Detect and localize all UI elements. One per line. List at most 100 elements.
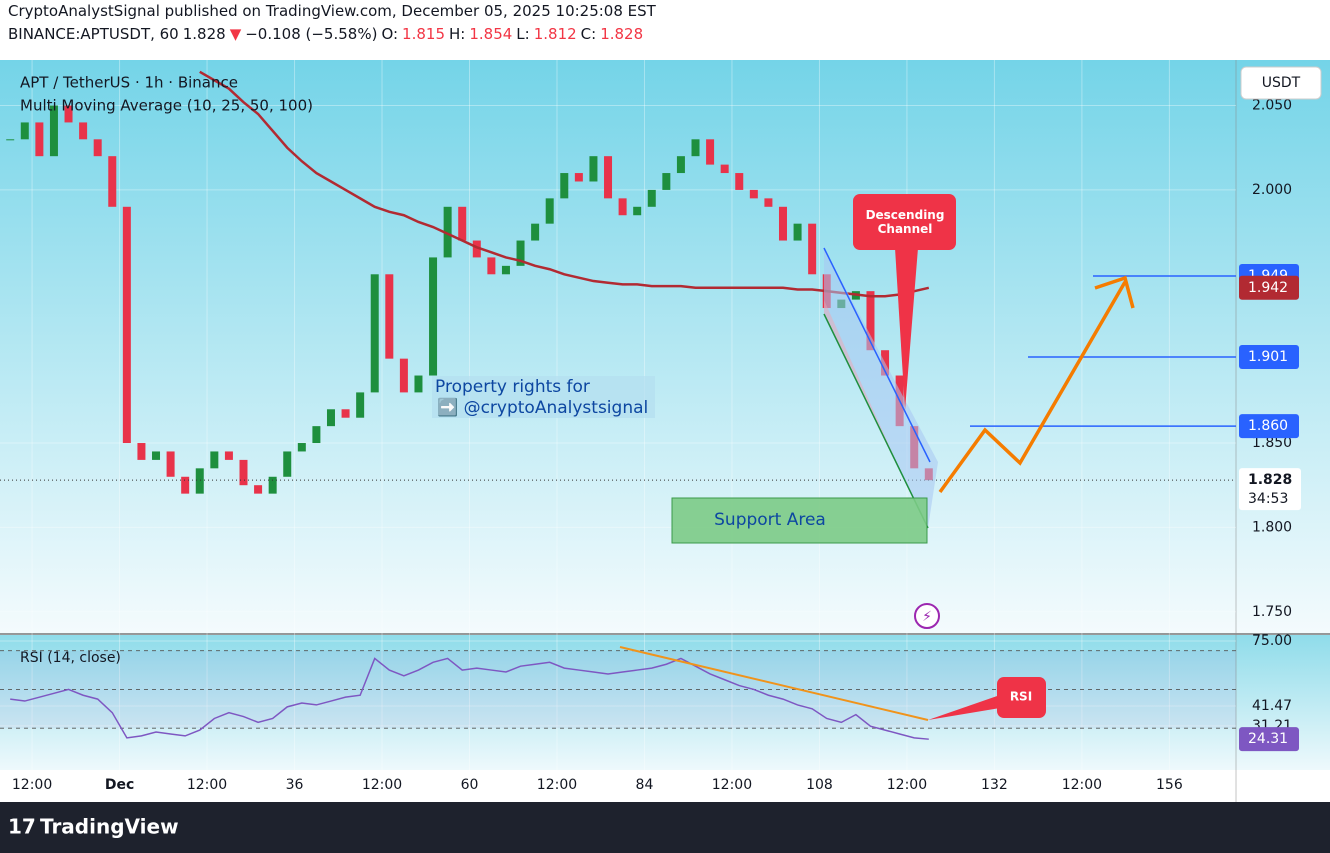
candle	[735, 173, 744, 190]
x-tick-label: 60	[461, 777, 479, 793]
rsi-title: RSI (14, close)	[20, 650, 121, 666]
quote-part: BINANCE:APTUSDT, 60	[8, 25, 179, 43]
projection-arrow	[938, 281, 1127, 494]
candle	[210, 451, 219, 469]
y-tick-label: 1.750	[1252, 604, 1292, 620]
price-tag-label: 1.828	[1248, 472, 1292, 488]
candle	[297, 443, 306, 452]
candle	[472, 240, 481, 258]
quote-part: 1.828	[182, 25, 226, 43]
indicator-title: Multi Moving Average (10, 25, 50, 100)	[20, 97, 313, 115]
watermark-box	[432, 376, 655, 418]
x-tick-label: 12:00	[1062, 777, 1102, 793]
brand: TradingView	[40, 815, 179, 839]
candle	[356, 392, 365, 418]
rsi-line	[10, 657, 929, 740]
candle	[749, 189, 758, 199]
candle	[545, 198, 554, 224]
price-tag	[1239, 344, 1299, 369]
time-axis	[0, 770, 1330, 802]
candle	[239, 459, 248, 486]
countdown: 34:53	[1248, 491, 1288, 507]
quote-line: BINANCE:APTUSDT, 60 1.828 ▼ −0.108 (−5.58%)…	[0, 23, 1330, 46]
candle	[574, 173, 583, 182]
callout-text: RSI	[1010, 690, 1032, 704]
candle	[764, 198, 773, 207]
y-tick-label: 1.850	[1252, 435, 1292, 451]
candle	[706, 139, 715, 165]
candle	[254, 485, 263, 494]
currency-button[interactable]	[1240, 66, 1322, 100]
candle	[589, 156, 598, 182]
candle	[35, 122, 44, 157]
x-tick-label: Dec	[105, 777, 134, 793]
plot: 12:00 Dec 12:00 36 12:00 60 12:00 84 12:00 108 12:…	[0, 60, 1301, 793]
rsi-tag	[1239, 727, 1299, 752]
candle	[676, 156, 685, 174]
candle	[181, 476, 190, 494]
y-tick-label: 41.47	[1252, 698, 1292, 714]
quote-part: H:	[449, 25, 466, 43]
quote-part: −0.108 (−5.58%)	[245, 25, 378, 43]
candle	[137, 443, 146, 460]
candle	[720, 164, 729, 174]
channel-line	[823, 313, 929, 529]
y-tick-label: 1.800	[1252, 519, 1292, 535]
candle	[429, 257, 438, 376]
price-pane	[0, 60, 1330, 634]
event-icon-glyph[interactable]: ⚡	[922, 609, 932, 625]
candle	[108, 156, 117, 207]
y-tick-label: 2.050	[1252, 98, 1292, 114]
quote-part: ▼	[229, 25, 242, 43]
candle	[458, 206, 467, 241]
candle	[195, 468, 204, 494]
x-tick-label: 12:00	[362, 777, 402, 793]
candle	[6, 139, 15, 141]
candle	[808, 223, 817, 275]
y-tick-label: 75.00	[1252, 633, 1292, 649]
candle	[691, 139, 700, 157]
candle	[370, 274, 379, 393]
brand-logo: 17	[8, 815, 36, 839]
footer	[0, 802, 1330, 853]
candle	[531, 223, 540, 241]
candle	[560, 173, 569, 199]
symbol-title: APT / TetherUS · 1h · Binance	[20, 74, 238, 92]
event-icon[interactable]	[914, 603, 940, 629]
candle	[152, 451, 161, 460]
candle	[93, 139, 102, 157]
x-tick-label: 12:00	[887, 777, 927, 793]
quote-part: L:	[516, 25, 530, 43]
support-label: Support Area	[714, 510, 826, 530]
channel-line	[823, 247, 931, 463]
candle	[283, 451, 292, 477]
currency[interactable]: USDT	[1262, 75, 1301, 91]
quote-part: C:	[580, 25, 597, 43]
callout-text: Descending Channel	[866, 208, 945, 236]
candle	[487, 257, 496, 275]
x-tick-label: 156	[1156, 777, 1183, 793]
candle	[385, 274, 394, 359]
callout	[997, 677, 1046, 718]
watermark: Property rights for	[435, 377, 590, 397]
candle	[647, 189, 656, 207]
support-box	[671, 497, 928, 544]
price-tag-label: 1.901	[1248, 349, 1288, 365]
price-tag	[1239, 275, 1299, 300]
candle	[778, 206, 787, 241]
rsi-trendline	[619, 646, 929, 721]
candle	[399, 358, 408, 393]
candle	[122, 206, 131, 444]
candle	[618, 198, 627, 216]
rsi-tag-label: 24.31	[1248, 731, 1288, 747]
candle	[662, 173, 671, 190]
publish-line: CryptoAnalystSignal published on Trading…	[8, 2, 656, 20]
quote-part: 1.812	[533, 25, 577, 43]
quote-part: 1.828	[600, 25, 644, 43]
candle	[414, 375, 423, 393]
candle	[604, 156, 613, 199]
header: CryptoAnalystSignal published on Trading…	[0, 0, 1330, 58]
candle	[326, 409, 335, 427]
candle	[166, 451, 175, 477]
